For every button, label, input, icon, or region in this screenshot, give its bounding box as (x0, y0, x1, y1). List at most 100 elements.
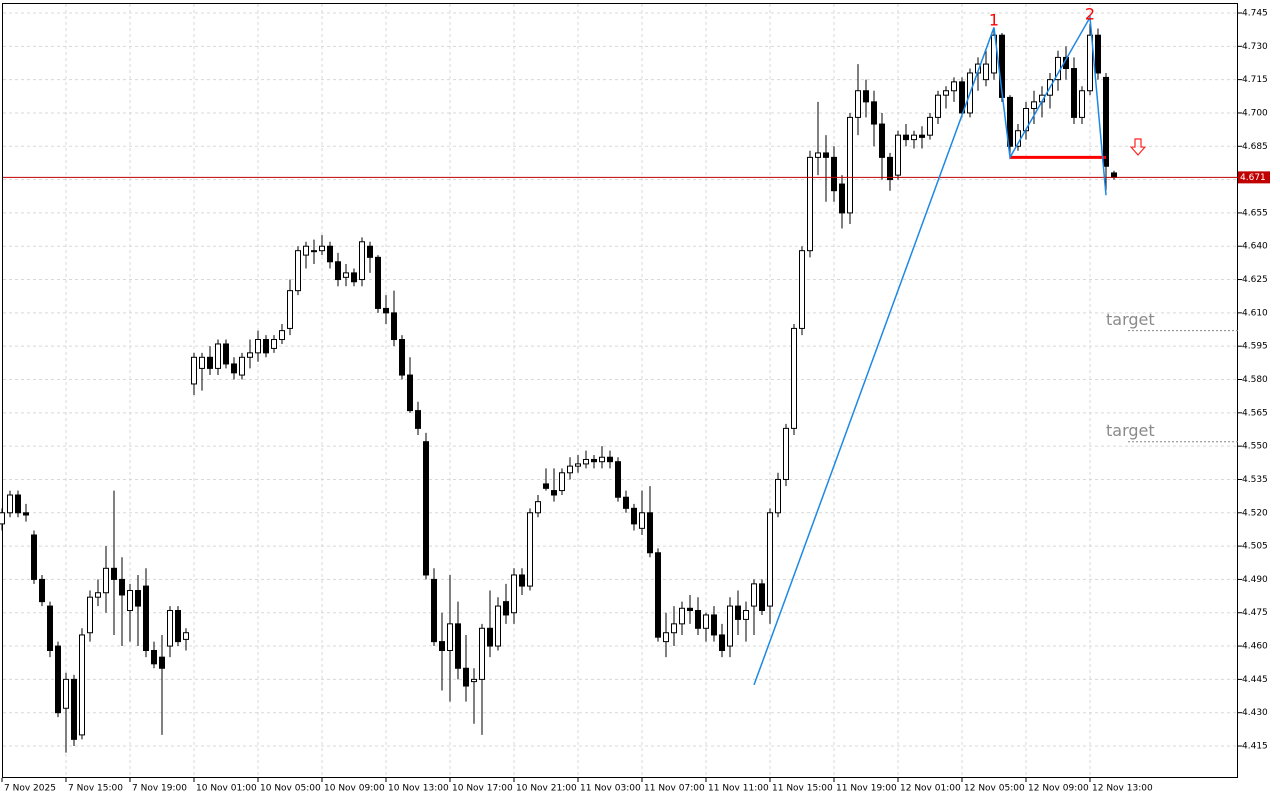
candle-body (95, 592, 101, 598)
candle-body (751, 583, 757, 607)
candle-body (471, 678, 477, 683)
x-tick-label: 10 Nov 09:00 (324, 784, 385, 794)
candle-body (423, 441, 429, 576)
candle-body (87, 596, 93, 634)
y-tick-label: 4.565 (1242, 408, 1268, 418)
candle-body (839, 183, 845, 214)
candle-body (127, 590, 133, 612)
candle-body (927, 116, 933, 136)
candle-body (943, 90, 949, 96)
candle-body (23, 512, 29, 516)
y-tick-label: 4.685 (1242, 142, 1268, 152)
y-tick-label: 4.700 (1242, 108, 1268, 118)
candle-body (287, 290, 293, 329)
candle-body (255, 339, 261, 354)
candle-body (663, 632, 669, 643)
candle-body (559, 472, 565, 492)
y-tick-label: 4.415 (1242, 742, 1268, 752)
y-tick-label: 4.475 (1242, 608, 1268, 618)
candle-body (823, 152, 829, 158)
candle-body (0, 512, 5, 525)
candle-body (311, 250, 317, 253)
candle-body (335, 261, 341, 281)
candle-body (639, 512, 645, 529)
candle-body (39, 578, 45, 603)
candle-body (911, 134, 917, 141)
candle-body (1103, 76, 1109, 167)
candle-body (319, 245, 325, 252)
candle-body (159, 656, 165, 669)
candle-body (399, 339, 405, 376)
candle-body (303, 245, 309, 256)
candle-body (215, 343, 221, 369)
candle-body (631, 507, 637, 525)
candle-body (247, 352, 253, 358)
candle-body (527, 512, 533, 587)
candle-body (207, 356, 213, 369)
candle-body (679, 607, 685, 625)
x-tick-label: 7 Nov 15:00 (68, 784, 123, 794)
candle-body (783, 427, 789, 480)
x-tick-label: 12 Nov 05:00 (964, 784, 1025, 794)
y-tick-label: 4.580 (1242, 375, 1268, 385)
x-tick-label: 12 Nov 01:00 (900, 784, 961, 794)
candle-body (479, 627, 485, 680)
candle-body (799, 250, 805, 329)
candle-body (1071, 68, 1077, 118)
candle-body (183, 632, 189, 640)
candle-body (103, 567, 109, 594)
candle-body (191, 356, 197, 385)
candle-body (271, 339, 277, 349)
candle-body (831, 156, 837, 192)
candle-body (863, 90, 869, 103)
candle-body (167, 610, 173, 647)
y-tick-label: 4.625 (1242, 275, 1268, 285)
candle-body (743, 610, 749, 620)
y-tick-label: 4.655 (1242, 208, 1268, 218)
candle-body (855, 90, 861, 118)
candle-body (847, 116, 853, 214)
candle-body (391, 312, 397, 341)
candle-body (567, 465, 573, 474)
y-tick-label: 4.430 (1242, 708, 1268, 718)
y-tick-label: 4.460 (1242, 642, 1268, 652)
zigzag (753, 14, 1107, 686)
candle-body (711, 614, 717, 636)
price-label-box (1238, 171, 1270, 184)
candle-body (919, 134, 925, 138)
candle-body (455, 623, 461, 669)
x-tick-label: 7 Nov 2025 (4, 784, 56, 794)
candle-body (983, 63, 989, 81)
candle-body (175, 610, 181, 643)
candle-body (383, 307, 389, 314)
candle-body (1007, 96, 1013, 147)
candle-body (671, 623, 677, 634)
candle-body (503, 601, 509, 616)
y-tick-label: 4.640 (1242, 242, 1268, 252)
candle-body (535, 501, 541, 514)
candle-body (375, 256, 381, 309)
candle-body (55, 645, 61, 714)
candle-body (543, 483, 549, 489)
x-tick-label: 12 Nov 09:00 (1028, 784, 1089, 794)
candle-body (119, 578, 125, 596)
y-tick-label: 4.745 (1242, 8, 1268, 18)
candle-body (7, 494, 13, 514)
candle-body (695, 610, 701, 629)
candle-body (135, 590, 141, 607)
candle-body (487, 627, 493, 647)
candle-body (463, 667, 469, 687)
candle-body (1087, 34, 1093, 92)
target-label: target (1106, 310, 1155, 329)
candle-body (791, 327, 797, 429)
candle-body (615, 461, 621, 498)
target-label: target (1106, 421, 1155, 440)
y-tick-label: 4.535 (1242, 475, 1268, 485)
x-tick-label: 7 Nov 19:00 (132, 784, 187, 794)
candle-body (111, 567, 117, 580)
candle-body (591, 458, 597, 463)
candle-body (655, 552, 661, 638)
x-tick-label: 11 Nov 11:00 (708, 784, 769, 794)
y-tick-label: 4.715 (1242, 75, 1268, 85)
